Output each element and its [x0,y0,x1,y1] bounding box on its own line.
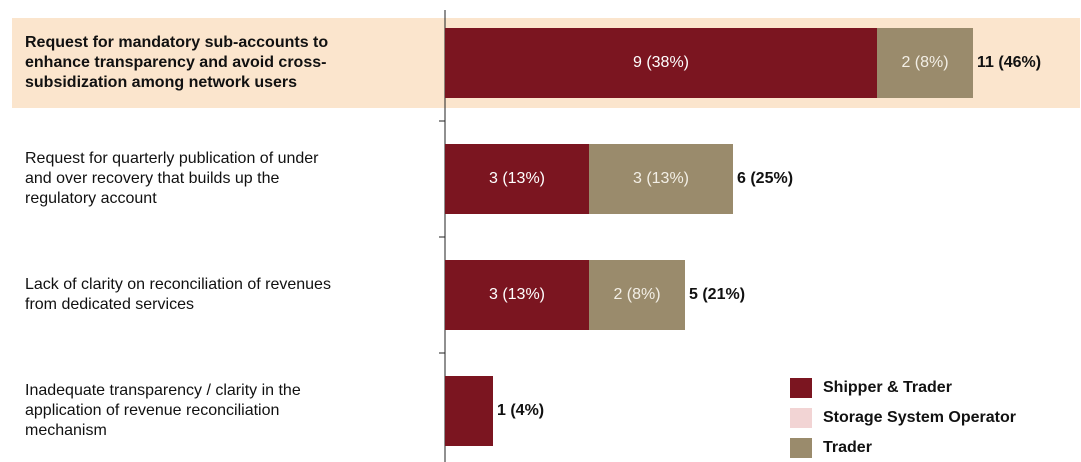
category-label: Lack of clarity on reconciliation of rev… [25,276,331,313]
bar-segment [589,144,733,214]
category-label: Request for mandatory sub-accounts to en… [25,34,329,91]
bar-label: 2 (8%) [901,54,948,71]
legend-label: Trader [823,439,872,456]
bar-label: 3 (13%) [489,170,545,187]
bar-segment [877,28,973,98]
legend-swatch [790,438,812,458]
bar-label: 3 (13%) [633,170,689,187]
total-label: 5 (21%) [689,286,745,303]
legend-swatch [790,378,812,398]
legend-label: Storage System Operator [823,409,1016,426]
bar-label: 3 (13%) [489,286,545,303]
category-label: Request for quarterly publication of und… [25,150,319,207]
category-label: Inadequate transparency / clarity in the… [25,382,301,439]
total-label: 11 (46%) [977,54,1041,71]
bar-segment [445,260,589,330]
bar-segment [589,260,685,330]
bar-segment [445,376,493,446]
bar-segment [445,28,877,98]
bar-label: 2 (8%) [613,286,660,303]
legend-label: Shipper & Trader [823,379,952,396]
bar-label: 9 (38%) [633,54,689,71]
total-label: 6 (25%) [737,170,793,187]
legend-swatch [790,408,812,428]
total-label: 1 (4%) [497,402,544,419]
bar-segment [445,144,589,214]
